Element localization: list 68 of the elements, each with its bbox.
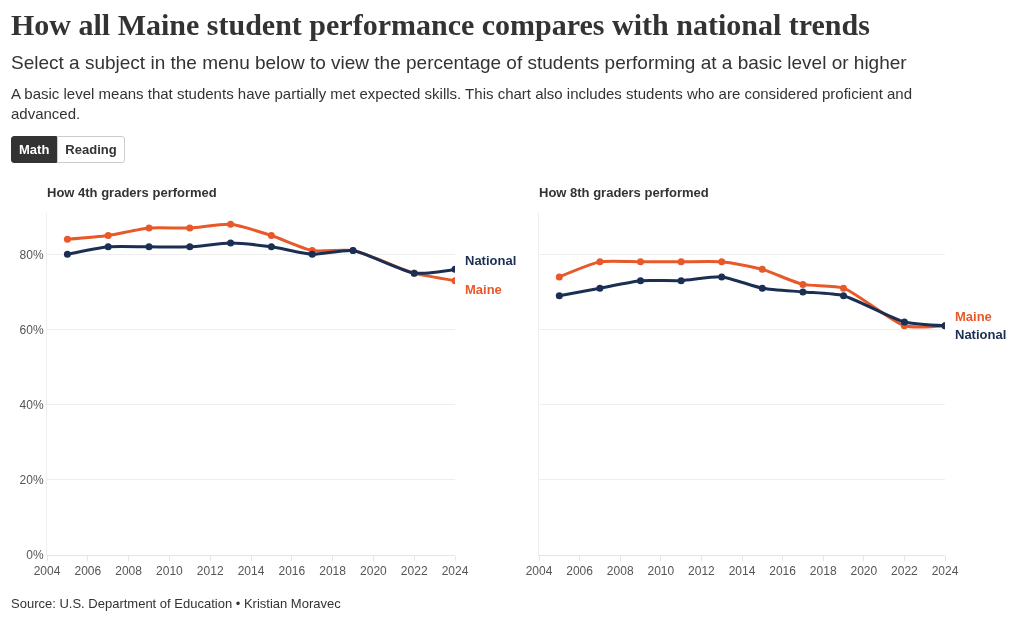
point xyxy=(758,284,766,292)
point xyxy=(104,243,112,251)
x-tick-label: 2008 xyxy=(606,564,634,579)
point xyxy=(63,250,71,258)
x-tick-label: 2012 xyxy=(688,564,716,579)
point xyxy=(840,292,847,300)
x-tick-label: 2004 xyxy=(525,564,553,579)
x-tick-label: 2010 xyxy=(156,564,184,579)
point xyxy=(267,243,275,251)
chart-title: How 4th graders performed xyxy=(47,185,217,201)
x-tick-label: 2004 xyxy=(33,564,61,579)
point xyxy=(677,258,685,266)
x-tick-label: 2020 xyxy=(850,564,878,579)
x-tick-label: 2006 xyxy=(566,564,594,579)
point xyxy=(186,224,194,232)
series-label: National xyxy=(955,327,1007,342)
y-tick-label: 60% xyxy=(19,322,44,337)
chart-title: How 8th graders performed xyxy=(539,185,709,201)
point xyxy=(718,258,726,266)
x-tick-label: 2022 xyxy=(400,564,428,579)
source-note: Source: U.S. Department of Education • Kristian Moravec xyxy=(11,596,341,611)
point xyxy=(799,288,807,296)
x-tick-label: 2016 xyxy=(769,564,797,579)
x-tick-label: 2016 xyxy=(278,564,306,579)
y-tick-label: 20% xyxy=(19,473,44,488)
x-tick-label: 2024 xyxy=(441,564,469,579)
text: Math xyxy=(11,136,58,163)
x-tick-label: 2014 xyxy=(728,564,756,579)
point xyxy=(555,292,563,300)
x-tick-label: 2018 xyxy=(809,564,837,579)
series-label: Maine xyxy=(955,309,992,324)
text: Reading xyxy=(57,136,125,163)
point xyxy=(145,224,153,232)
x-tick-label: 2006 xyxy=(74,564,102,579)
text: How all Maine student performance compares with national trends xyxy=(11,8,870,42)
x-tick-label: 2024 xyxy=(931,564,959,579)
point xyxy=(637,258,644,266)
point xyxy=(227,239,235,247)
point xyxy=(104,232,112,240)
x-tick-label: 2014 xyxy=(237,564,265,579)
point xyxy=(555,273,563,281)
y-tick-label: 80% xyxy=(19,247,44,262)
point xyxy=(840,284,847,292)
x-tick-label: 2012 xyxy=(196,564,224,579)
point xyxy=(186,243,194,251)
point xyxy=(718,273,726,281)
point xyxy=(63,235,71,243)
series-label: National xyxy=(465,253,517,268)
x-tick-label: 2018 xyxy=(319,564,347,579)
series-label: Maine xyxy=(465,282,502,297)
point xyxy=(267,232,275,240)
y-tick-label: 40% xyxy=(19,397,44,412)
text: Select a subject in the menu below to view the percentage of students performing at a basic level or higher xyxy=(11,52,907,74)
point xyxy=(596,258,604,266)
text: A basic level means that students have partially met expected skills. This chart also includes students who are considered proficient and advanced. xyxy=(11,84,914,124)
x-tick-label: 2020 xyxy=(360,564,388,579)
x-tick-label: 2010 xyxy=(647,564,675,579)
point xyxy=(596,284,604,292)
y-tick-label: 0% xyxy=(26,548,44,563)
x-tick-label: 2008 xyxy=(115,564,143,579)
point xyxy=(677,277,685,285)
x-tick-label: 2022 xyxy=(891,564,919,579)
point xyxy=(227,220,235,228)
point xyxy=(637,277,644,285)
point xyxy=(900,318,908,326)
point xyxy=(145,243,153,251)
point xyxy=(799,280,807,288)
point xyxy=(758,265,766,273)
